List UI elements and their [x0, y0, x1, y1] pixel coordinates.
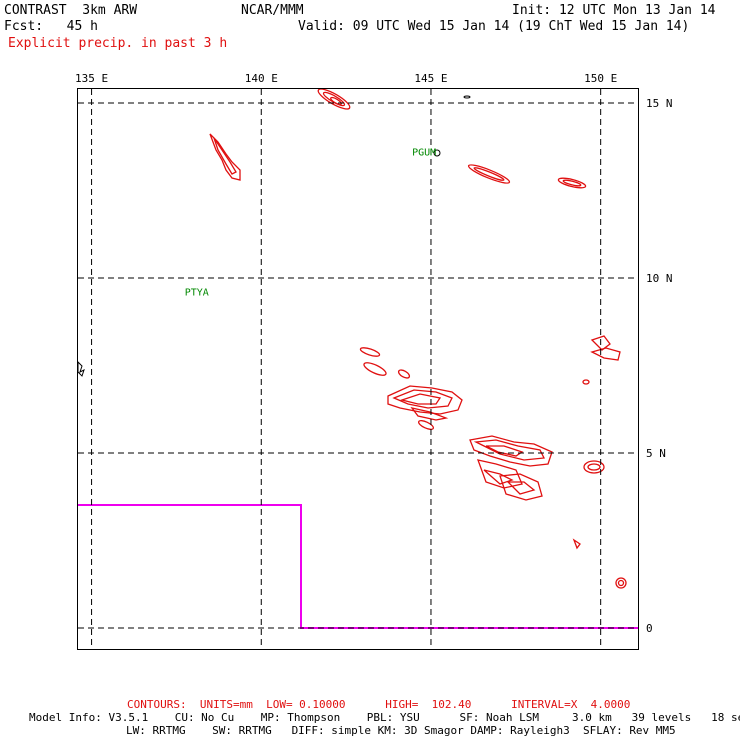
field-description: Explicit precip. in past 3 h — [8, 36, 228, 51]
longitude-label: 135 E — [75, 72, 108, 85]
contour-info: CONTOURS: UNITS=mm LOW= 0.10000 HIGH= 10… — [127, 698, 631, 711]
precip-contours — [209, 88, 627, 589]
station-label: PGUM — [412, 148, 436, 159]
lat-lon-grid — [78, 89, 638, 649]
valid-time: Valid: 09 UTC Wed 15 Jan 14 (19 ChT Wed … — [298, 19, 690, 34]
latitude-label: 0 — [646, 622, 653, 635]
boundary-lines — [78, 504, 638, 629]
longitude-label: 145 E — [414, 72, 447, 85]
latitude-label: 10 N — [646, 272, 673, 285]
station-markers: PGUM PTYA — [185, 148, 436, 299]
station-label: PTYA — [185, 288, 209, 299]
longitude-labels: 135 E 140 E 145 E 150 E — [75, 72, 617, 85]
latitude-label: 5 N — [646, 447, 666, 460]
latitude-label: 15 N — [646, 97, 673, 110]
plot-title: CONTRAST 3km ARW — [4, 3, 138, 18]
coastline-shapes — [77, 95, 471, 377]
latitude-labels: 15 N 10 N 5 N 0 — [646, 97, 673, 635]
forecast-hour: Fcst: 45 h — [4, 19, 98, 34]
longitude-label: 140 E — [245, 72, 278, 85]
center-name: NCAR/MMM — [241, 3, 304, 18]
longitude-label: 150 E — [584, 72, 617, 85]
map-frame — [77, 88, 639, 650]
model-info-line1: Model Info: V3.5.1 CU: No Cu MP: Thompso… — [29, 711, 740, 724]
model-info-line2: LW: RRTMG SW: RRTMG DIFF: simple KM: 3D … — [126, 724, 676, 737]
init-time: Init: 12 UTC Mon 13 Jan 14 — [512, 3, 716, 18]
